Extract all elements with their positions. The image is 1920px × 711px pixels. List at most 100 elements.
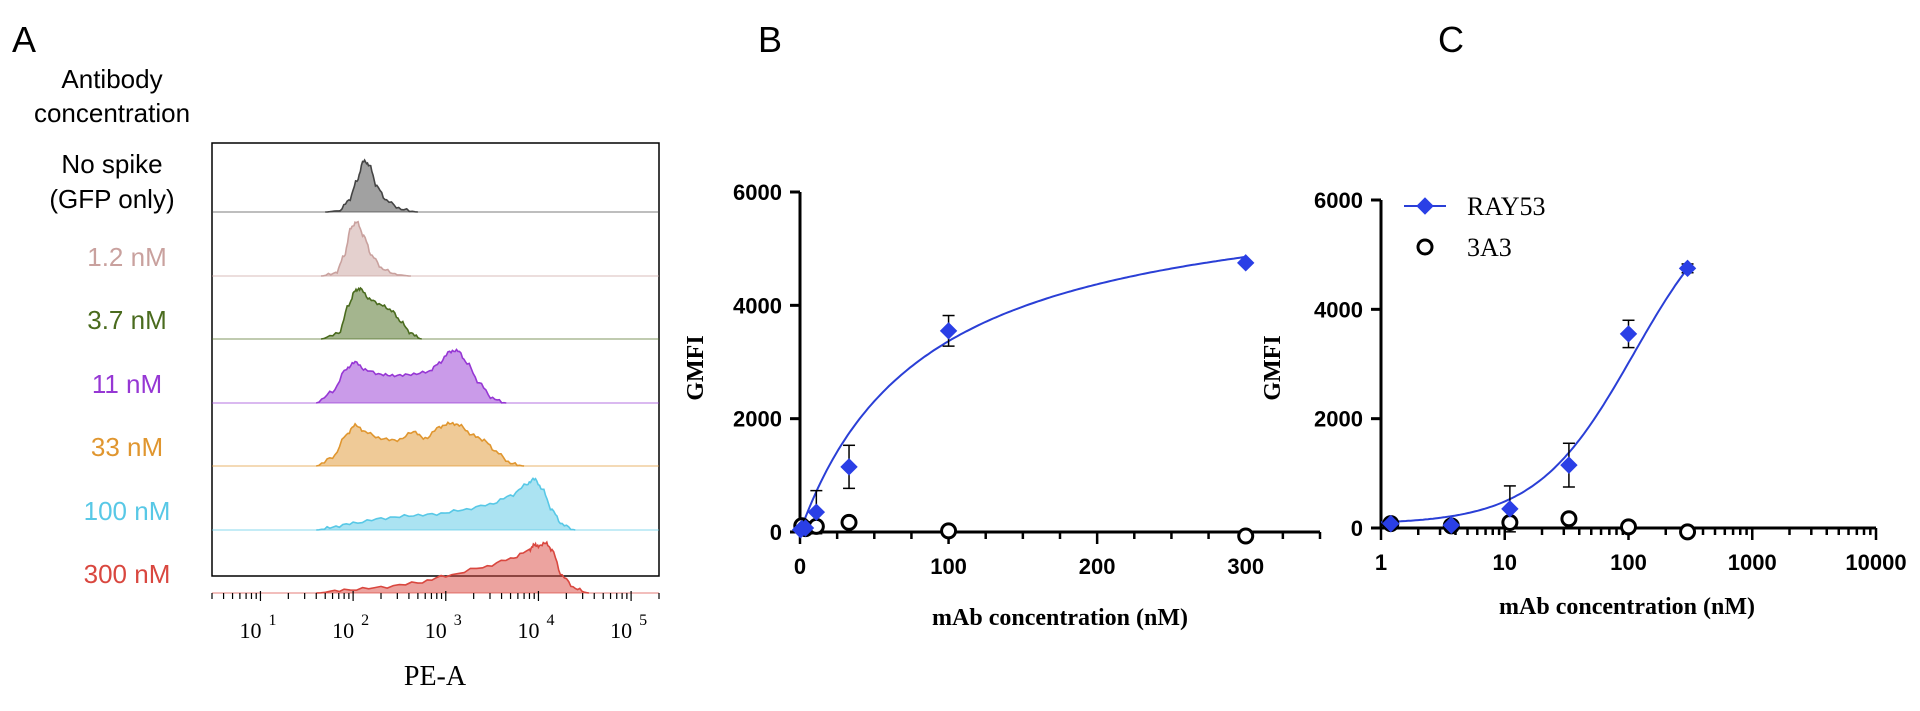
linear-point-ray53 [840,458,858,476]
histogram-area-outline-4 [316,421,525,467]
log-fit-line [1380,270,1687,524]
log-error-bars [1384,263,1694,533]
log-y-tick-label: 0 [1351,516,1363,541]
linear-fit-curve [799,255,1246,533]
row-label-4: 33 nM [91,432,163,462]
log-point-ray53 [1501,500,1519,518]
linear-y-tick-label: 0 [770,520,782,545]
linear-fit-line [799,255,1246,533]
log-point-ray53 [1678,259,1697,278]
row-label-gfp-line-2: (GFP only) [49,184,174,214]
log-point-ray53 [1442,516,1461,534]
histogram-area-outline-6 [316,540,590,594]
row-label-5: 100 nM [84,496,171,526]
log-point-ray53 [1560,456,1578,474]
histogram-area-outline-3 [315,348,507,404]
panel-label-b: B [758,19,782,60]
panel-label-c: C [1438,19,1464,60]
linear-error-bars [810,314,955,535]
log-x-axis-label: mAb concentration (nM) [1499,594,1755,620]
histogram-x-tick-label: 10 [610,618,632,643]
row-label-3: 11 nM [92,369,162,399]
log-x-tick-label: 100 [1610,550,1647,575]
linear-point-3a3 [840,513,858,531]
legend: RAY53 3A3 [1404,192,1546,262]
legend-marker-3a3 [1416,238,1434,256]
linear-x-tick-label: 0 [794,554,806,579]
log-y-tick-label: 6000 [1314,188,1363,213]
linear-x-axis-label: mAb concentration (nM) [932,605,1188,631]
log-point-3a3 [1679,523,1697,541]
binding-log-panel: 0 2000 4000 6000 1 10 100 1000 10000 RAY53 3A3 mA… [1260,188,1907,620]
log-x-tick-label: 1000 [1728,550,1777,575]
linear-y-tick-label: 2000 [733,407,782,432]
histogram-x-tick-exponent: 1 [268,612,276,629]
linear-x-tick-label: 200 [1079,554,1116,579]
linear-point-ray53 [1237,254,1255,272]
legend-marker-ray53 [1416,197,1434,215]
log-point-3a3 [1620,518,1637,536]
log-y-tick-label: 2000 [1314,407,1363,432]
histogram-area-fill-6 [316,542,589,593]
row-label-gfp-line-1: No spike [61,149,162,179]
log-axes: 0 2000 4000 6000 1 10 100 1000 10000 [1314,188,1907,575]
histogram-panel: Antibody concentration No spike (GFP only… [34,64,660,692]
linear-axes: 0 2000 4000 6000 0 100 200 300 [733,180,1322,579]
linear-point-ray53 [796,519,815,537]
binding-linear-panel: 0 2000 4000 6000 0 100 200 300 mAb concentratio… [683,180,1322,631]
linear-point-3a3 [940,522,958,540]
row-header-line-2: concentration [34,98,190,128]
histogram-area-outline-2 [320,286,422,340]
log-y-axis-label: GMFI [1260,335,1286,400]
linear-point-3a3 [1237,527,1255,545]
log-data-points [1382,259,1697,541]
histogram-x-tick-exponent: 4 [546,612,554,629]
row-header-line-1: Antibody [61,64,162,94]
log-x-tick-label: 10000 [1845,550,1906,575]
log-point-ray53 [1382,514,1400,533]
linear-y-tick-label: 4000 [733,293,782,318]
histogram-x-tick-label: 10 [332,618,354,643]
histogram-x-tick-exponent: 5 [639,612,647,629]
histogram-area-fill-5 [316,478,576,530]
linear-x-tick-label: 300 [1227,554,1264,579]
linear-data-points [791,254,1255,545]
panel-label-a: A [12,19,36,60]
log-x-tick-label: 1 [1375,550,1387,575]
log-point-ray53 [1619,325,1638,343]
histogram-area-fill-1 [321,221,411,276]
linear-y-tick-label: 6000 [733,180,782,205]
log-point-3a3 [1560,510,1578,528]
linear-point-ray53 [807,503,826,521]
log-x-tick-label: 10 [1493,550,1517,575]
histogram-area-fill-2 [321,288,422,339]
row-label-6: 300 nM [84,559,171,589]
histogram-x-tick-label: 10 [239,618,261,643]
log-y-tick-label: 4000 [1314,297,1363,322]
histogram-area-fill-4 [316,422,525,466]
log-point-3a3 [1501,514,1519,532]
histogram-x-tick-exponent: 3 [454,612,462,629]
histogram-x-tick-label: 10 [425,618,447,643]
row-label-2: 3.7 nM [87,305,167,335]
histogram-areas [212,158,659,594]
log-fit-curve [1380,270,1687,524]
histogram-area-outline-1 [320,220,411,277]
row-label-1: 1.2 nM [87,242,167,272]
histogram-area-outline-5 [316,477,576,531]
linear-x-tick-label: 100 [930,554,967,579]
linear-y-axis-label: GMFI [683,335,709,400]
histogram-frame [211,142,660,577]
linear-point-ray53 [939,322,958,340]
histogram-x-axis: 10 1 10 2 10 3 10 4 10 5 [211,591,660,643]
legend-label-3a3: 3A3 [1467,233,1512,262]
histogram-x-axis-label: PE-A [404,661,467,692]
legend-label-ray53: RAY53 [1467,192,1546,221]
histogram-x-tick-exponent: 2 [361,612,369,629]
histogram-area-fill-0 [325,160,418,212]
histogram-x-tick-label: 10 [517,618,539,643]
histogram-area-outline-0 [325,158,418,213]
histogram-row-labels: No spike (GFP only) 1.2 nM 3.7 nM 11 nM 33 nM… [49,149,174,589]
histogram-area-fill-3 [316,349,507,403]
